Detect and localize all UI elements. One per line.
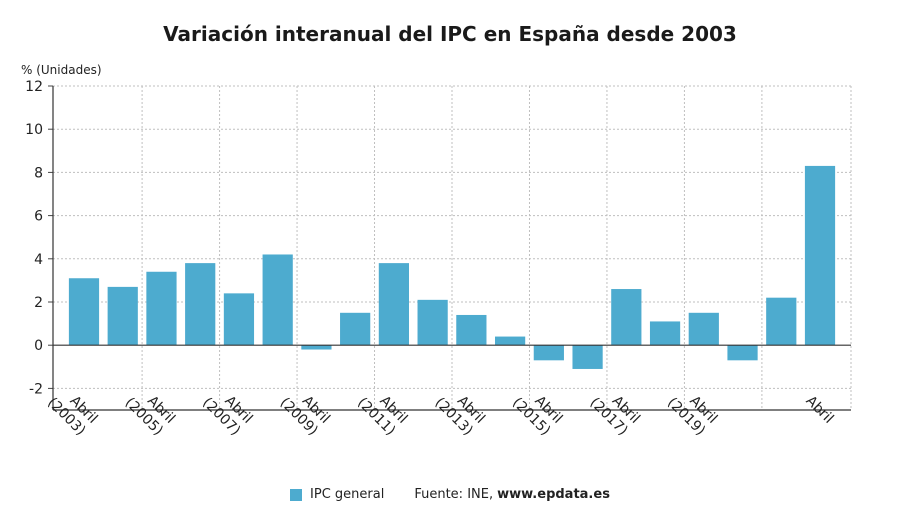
bar	[223, 293, 255, 346]
y-tick-label: 8	[34, 165, 43, 181]
bar	[766, 297, 797, 346]
x-tick-label: Abril(2011)	[354, 383, 410, 439]
bar	[185, 263, 216, 346]
bar	[340, 312, 371, 346]
bar	[262, 254, 293, 346]
x-tick-label: Abril(2007)	[199, 383, 255, 439]
x-tick-label: Abril(2013)	[432, 383, 488, 439]
source-prefix: Fuente: INE,	[414, 487, 494, 502]
legend-swatch	[290, 488, 303, 501]
bar	[533, 345, 564, 361]
bars	[68, 165, 836, 369]
bar	[572, 345, 603, 369]
x-tick-label: Abril(2009)	[277, 383, 333, 439]
grid-lines	[53, 85, 852, 410]
source-site: www.epdata.es	[497, 487, 610, 502]
axes	[48, 85, 851, 415]
x-tick-label: Abril(2017)	[587, 383, 643, 439]
y-tick-label: 4	[34, 252, 43, 268]
y-tick-labels: 12 10 8 6 4 2 0 -2	[25, 79, 43, 397]
bar	[417, 299, 448, 346]
y-tick-label: -2	[29, 381, 43, 397]
bar	[107, 286, 138, 346]
x-tick-label: Abril(2005)	[122, 383, 178, 439]
bar	[146, 271, 177, 346]
x-tick-label: Abril(2015)	[509, 383, 565, 439]
y-tick-label: 2	[34, 295, 43, 311]
x-tick-labels: Abril(2003) Abril(2005) Abril(2007) Abril(2…	[44, 383, 836, 439]
bar	[378, 263, 410, 346]
bar	[611, 289, 642, 346]
legend-series-label: IPC general	[310, 487, 385, 502]
y-tick-label: 0	[34, 338, 43, 354]
y-tick-label: 6	[34, 209, 43, 225]
y-tick-label: 12	[25, 79, 43, 95]
x-tick-label: Abril(2019)	[664, 383, 720, 439]
chart-title: Variación interanual del IPC en España d…	[163, 22, 737, 46]
bar	[456, 314, 487, 346]
bar	[301, 345, 332, 350]
bar	[649, 321, 681, 346]
bar	[688, 312, 719, 346]
legend: IPC general Fuente: INE, www.epdata.es	[0, 487, 900, 502]
bar	[727, 345, 758, 361]
y-axis-unit-label: % (Unidades)	[21, 63, 102, 77]
bar	[494, 336, 526, 346]
bar	[68, 278, 100, 346]
bar	[804, 165, 836, 346]
y-tick-label: 10	[25, 122, 43, 138]
